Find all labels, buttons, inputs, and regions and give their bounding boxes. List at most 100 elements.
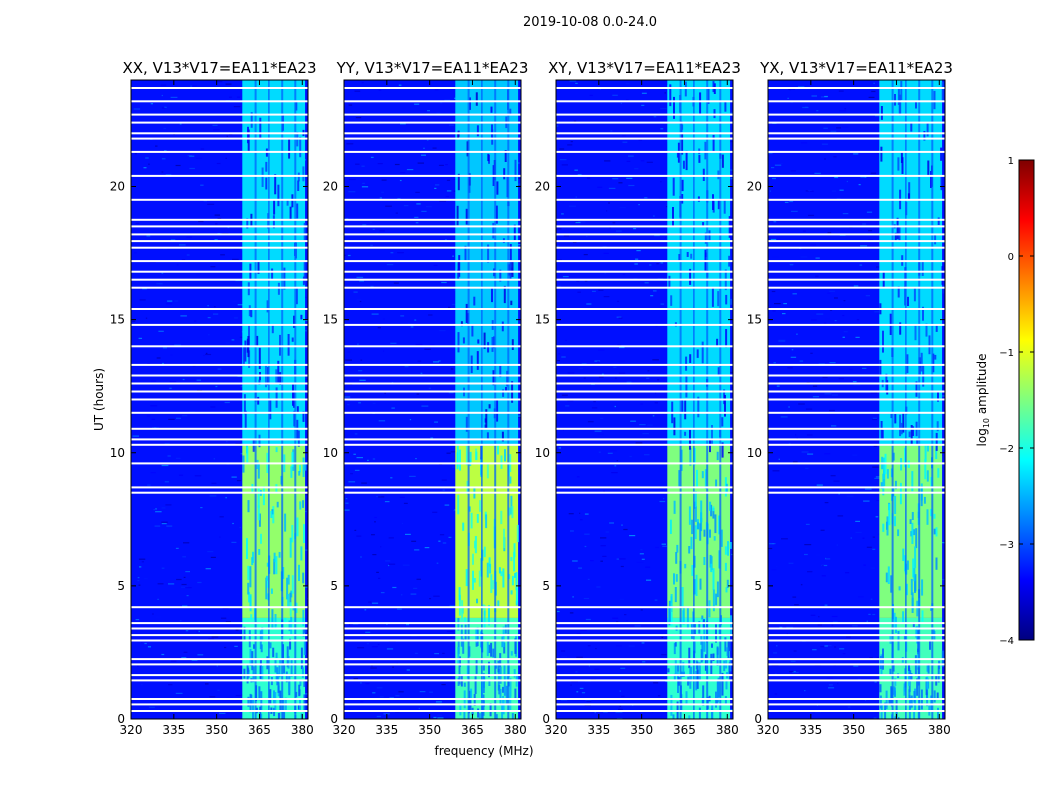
- flagged-row-30: [131, 260, 308, 263]
- flagged-row-24: [344, 345, 521, 348]
- flagged-row-21: [556, 382, 733, 385]
- flagged-row-29: [131, 270, 308, 273]
- flagged-row-2: [131, 698, 308, 700]
- flagged-row-42: [344, 113, 521, 116]
- x-tick-label: 365: [461, 723, 484, 737]
- flagged-row-0: [344, 710, 521, 712]
- x-tick-label: 350: [418, 723, 441, 737]
- flagged-row-34: [131, 225, 308, 228]
- x-tick-label: 335: [162, 723, 185, 737]
- flagged-row-39: [131, 137, 308, 140]
- flagged-row-7: [768, 639, 945, 642]
- flagged-row-3: [344, 679, 521, 682]
- y-tick-label: 20: [323, 180, 338, 194]
- flagged-row-42: [556, 113, 733, 116]
- panel-frame: [555, 79, 734, 720]
- flagged-row-10: [344, 622, 521, 625]
- flagged-row-38: [768, 150, 945, 153]
- flagged-row-6: [344, 658, 521, 661]
- panels-group: XX, V13*V17=EA11*EA23 320 335 350 365 380 0 5 10…: [92, 59, 953, 758]
- panel-title: YX, V13*V17=EA11*EA23: [759, 59, 953, 77]
- flagged-row-0: [131, 710, 308, 712]
- flagged-row-19: [768, 398, 945, 401]
- colorbar-label: log10 amplitude: [975, 354, 991, 447]
- flagged-row-31: [768, 246, 945, 249]
- flagged-row-33: [768, 233, 945, 236]
- x-axis-label: frequency (MHz): [434, 744, 533, 758]
- flagged-row-21: [131, 382, 308, 385]
- flagged-row-31: [344, 246, 521, 249]
- flagged-row-13: [556, 486, 733, 489]
- flagged-row-21: [768, 382, 945, 385]
- x-tick-label: 320: [757, 723, 780, 737]
- y-tick-label: 0: [330, 712, 338, 726]
- flagged-row-43: [556, 100, 733, 103]
- flagged-row-3: [556, 679, 733, 682]
- flagged-row-26: [768, 308, 945, 310]
- flagged-row-22: [344, 374, 521, 377]
- flagged-row-8: [556, 634, 733, 637]
- flagged-row-41: [131, 121, 308, 124]
- heatmap-area: [768, 80, 945, 719]
- colorbar-tick-label: 1: [1008, 156, 1014, 167]
- y-tick-label: 5: [542, 579, 550, 593]
- colorbar: 1 0 −1 −2 −3 −4 log10 amplitude: [975, 156, 1035, 647]
- flagged-row-17: [344, 427, 521, 430]
- flagged-row-38: [344, 150, 521, 153]
- panel-0: XX, V13*V17=EA11*EA23 320 335 350 365 380 0 5 10…: [92, 59, 317, 737]
- flagged-row-20: [131, 390, 308, 393]
- flagged-row-21: [344, 382, 521, 385]
- flagged-row-5: [344, 663, 521, 666]
- flagged-row-16: [344, 438, 521, 441]
- y-tick-label: 5: [330, 579, 338, 593]
- flagged-row-41: [344, 121, 521, 124]
- flagged-row-42: [131, 113, 308, 116]
- x-tick-label: 320: [545, 723, 568, 737]
- x-tick-label: 320: [333, 723, 356, 737]
- flagged-row-41: [768, 121, 945, 124]
- flagged-row-40: [131, 132, 308, 135]
- flagged-row-22: [768, 374, 945, 377]
- flagged-row-16: [131, 438, 308, 441]
- x-tick-label: 335: [799, 723, 822, 737]
- flagged-row-36: [344, 198, 521, 201]
- flagged-row-8: [131, 634, 308, 637]
- figure-suptitle: 2019-10-08 0.0-24.0: [523, 15, 657, 30]
- flagged-row-36: [768, 198, 945, 201]
- heatmap-area: [344, 80, 521, 719]
- flagged-row-5: [131, 663, 308, 666]
- flagged-row-28: [131, 278, 308, 281]
- flagged-row-24: [131, 345, 308, 348]
- flagged-row-18: [556, 411, 733, 414]
- heatmap-area: [131, 80, 308, 719]
- y-tick-label: 0: [754, 712, 762, 726]
- flagged-row-33: [556, 233, 733, 236]
- flagged-row-4: [131, 674, 308, 677]
- y-tick-label: 20: [747, 180, 762, 194]
- flagged-row-34: [556, 225, 733, 228]
- colorbar-gradient: [1018, 159, 1035, 641]
- x-tick-label: 380: [504, 723, 527, 737]
- flagged-row-7: [131, 639, 308, 642]
- flagged-row-17: [556, 427, 733, 430]
- flagged-row-30: [768, 260, 945, 263]
- flagged-row-44: [344, 87, 521, 89]
- flagged-row-1: [344, 703, 521, 706]
- flagged-row-8: [768, 634, 945, 637]
- flagged-row-10: [131, 622, 308, 625]
- x-tick-label: 320: [120, 723, 143, 737]
- flagged-row-4: [556, 674, 733, 677]
- flagged-row-38: [131, 150, 308, 153]
- x-tick-label: 335: [587, 723, 610, 737]
- flagged-row-10: [768, 622, 945, 625]
- flagged-row-43: [768, 100, 945, 103]
- x-tick-label: 365: [673, 723, 696, 737]
- flagged-row-9: [556, 627, 733, 630]
- flagged-row-15: [556, 443, 733, 446]
- flagged-row-36: [131, 198, 308, 201]
- flagged-row-16: [556, 438, 733, 441]
- flagged-row-33: [344, 233, 521, 236]
- x-tick-label: 365: [885, 723, 908, 737]
- flagged-row-23: [131, 363, 308, 366]
- x-tick-label: 335: [375, 723, 398, 737]
